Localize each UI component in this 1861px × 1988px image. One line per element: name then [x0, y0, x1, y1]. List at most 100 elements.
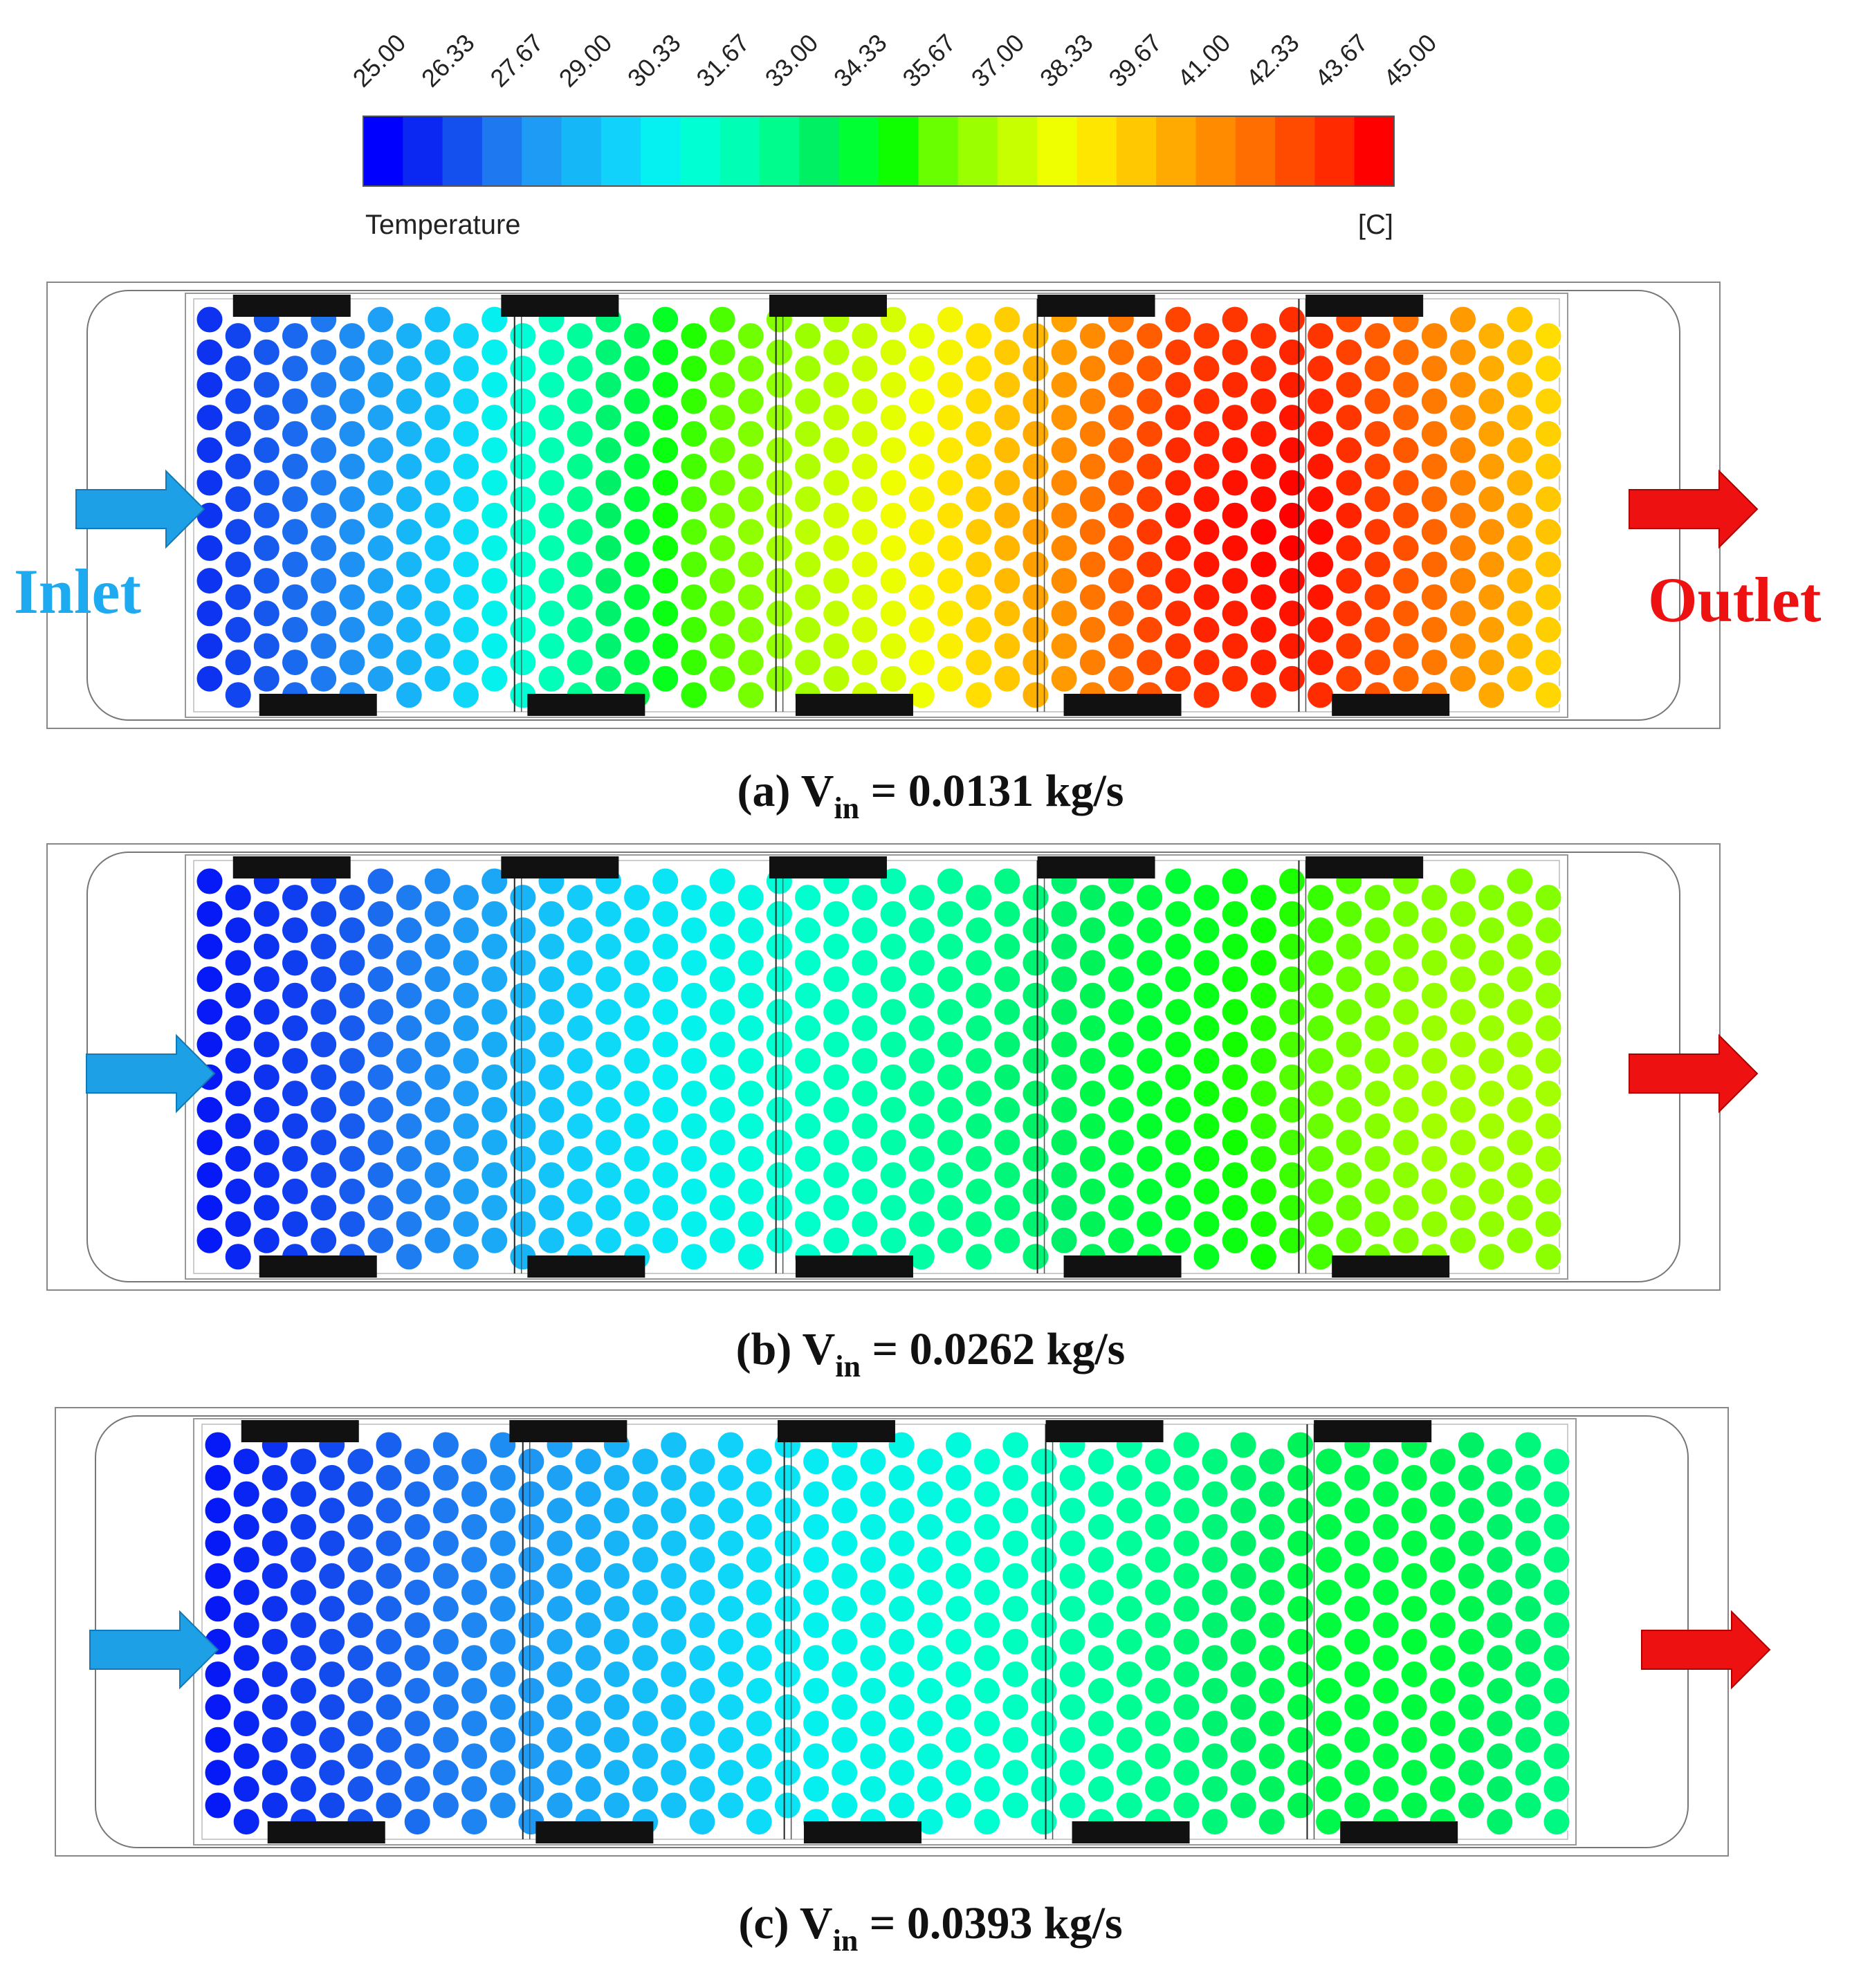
battery-cell [887, 1463, 916, 1493]
battery-cell [288, 1644, 318, 1673]
battery-cell [1172, 1529, 1201, 1558]
battery-cell [1249, 321, 1278, 351]
battery-cell [1021, 981, 1050, 1010]
battery-cell [565, 1079, 594, 1108]
battery-cell [223, 354, 253, 383]
battery-cell [403, 1774, 432, 1803]
battery-cell [679, 1079, 708, 1108]
battery-cell [451, 517, 481, 546]
battery-cell [1314, 1480, 1344, 1509]
battery-cell [850, 1177, 879, 1206]
battery-cell [1277, 1128, 1307, 1157]
battery-cell [366, 599, 395, 628]
battery-cell [744, 1644, 773, 1673]
battery-cell [1420, 948, 1449, 977]
battery-cell [565, 1209, 594, 1239]
bottom-clamp [1072, 1821, 1190, 1843]
battery-cell [1143, 1742, 1173, 1771]
battery-cell [280, 647, 310, 677]
battery-cell [1476, 387, 1506, 416]
battery-cell [1505, 501, 1534, 530]
battery-cell [1078, 981, 1108, 1010]
battery-cell [708, 1161, 737, 1190]
colorbar-band [680, 116, 721, 186]
battery-cell [1400, 1758, 1429, 1787]
battery-cell [622, 1209, 652, 1239]
battery-cell [651, 964, 680, 994]
battery-cell [993, 1128, 1022, 1157]
battery-cell [1277, 1161, 1307, 1190]
battery-cell [1335, 599, 1364, 628]
battery-cell [1285, 1495, 1315, 1525]
battery-cell [1277, 566, 1307, 596]
battery-cell [1078, 948, 1108, 977]
battery-cell [1164, 997, 1193, 1027]
battery-cell [594, 566, 623, 596]
battery-cell [1143, 1644, 1173, 1673]
battery-cell [773, 1725, 803, 1754]
battery-cell [1285, 1725, 1315, 1754]
battery-cell [1505, 1030, 1534, 1059]
battery-cell [338, 981, 367, 1010]
battery-cell [1021, 550, 1050, 579]
battery-cell [480, 1226, 509, 1255]
battery-cell [260, 1495, 289, 1525]
battery-cell [480, 1062, 509, 1092]
battery-cell [1078, 1144, 1108, 1173]
battery-cell [1164, 566, 1193, 596]
battery-cell [1049, 436, 1079, 465]
battery-cell [764, 599, 794, 628]
colorbar-tick-label: 34.33 [828, 28, 892, 93]
battery-cell [423, 867, 452, 896]
battery-cell [1257, 1676, 1287, 1705]
battery-cell [459, 1676, 489, 1705]
battery-cell [859, 1512, 888, 1542]
battery-cell [679, 1242, 708, 1271]
battery-cell [508, 452, 538, 481]
battery-cell [850, 550, 879, 579]
battery-cell [1420, 1079, 1449, 1108]
battery-cell [736, 1209, 765, 1239]
battery-cell [773, 1594, 803, 1623]
battery-cell [993, 599, 1022, 628]
battery-cell [622, 1177, 652, 1206]
battery-cell [622, 916, 652, 945]
battery-cell [1343, 1693, 1372, 1722]
battery-cell [1192, 647, 1221, 677]
battery-cell [451, 452, 481, 481]
battery-cell [915, 1512, 945, 1542]
battery-cell [1249, 517, 1278, 546]
battery-cell [602, 1659, 632, 1689]
battery-cell [1078, 517, 1108, 546]
battery-cell [403, 1807, 432, 1837]
battery-cell [537, 1128, 566, 1157]
battery-cell [935, 664, 965, 693]
battery-cell [887, 1529, 916, 1558]
battery-cell [993, 468, 1022, 497]
battery-cell [1542, 1644, 1571, 1673]
colorbar-band [1037, 116, 1078, 186]
battery-cell [309, 1193, 338, 1222]
battery-cell [288, 1610, 318, 1640]
battery-cell [480, 1193, 509, 1222]
battery-cell [280, 387, 310, 416]
battery-cell [1229, 1463, 1258, 1493]
battery-cell [537, 566, 566, 596]
battery-cell [1249, 1144, 1278, 1173]
battery-cell [993, 1226, 1022, 1255]
battery-cell [1363, 647, 1392, 677]
battery-cell [1192, 1013, 1221, 1043]
battery-cell [1391, 632, 1420, 661]
battery-cell [252, 632, 281, 661]
battery-cell [488, 1463, 517, 1493]
battery-cell [907, 354, 937, 383]
battery-cell [1534, 1209, 1563, 1239]
battery-cell [801, 1774, 831, 1803]
battery-cell [736, 615, 765, 645]
battery-cell [252, 370, 281, 400]
battery-cell [232, 1446, 261, 1476]
battery-cell [1400, 1693, 1429, 1722]
battery-cell [1534, 948, 1563, 977]
battery-cell [622, 1046, 652, 1076]
battery-cell [431, 1594, 461, 1623]
